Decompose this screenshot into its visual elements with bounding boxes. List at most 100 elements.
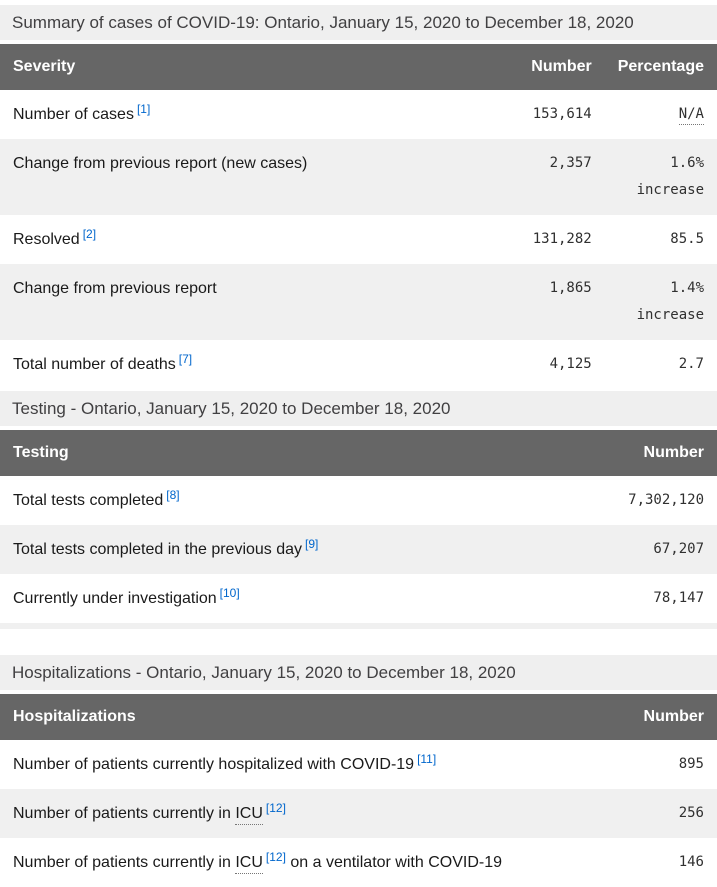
row-label: Total tests completed in the previous da… (13, 541, 303, 558)
row-label-cell: Total tests completed [8] (0, 476, 601, 525)
row-number-cell: 67,207 (653, 541, 704, 557)
table-row: Number of cases [1] 153,614 N/A (0, 90, 717, 139)
hospitalizations-caption: Hospitalizations - Ontario, January 15, … (0, 655, 717, 690)
footnote-ref: [1] (137, 102, 150, 116)
row-label: Change from previous report (new cases) (13, 155, 308, 172)
header-row: Hospitalizations Number (0, 694, 717, 740)
row-label-cell: Currently under investigation [10] (0, 574, 601, 623)
table-header: Severity Number Percentage (0, 44, 717, 90)
row-percentage-cell: 2.7 (605, 340, 717, 389)
row-label-cell: Total tests completed in the previous da… (0, 525, 601, 574)
severity-section: Summary of cases of COVID-19: Ontario, J… (0, 5, 717, 389)
footnote-ref-link[interactable]: [12] (265, 849, 286, 864)
footnote-ref: [12] (266, 801, 286, 815)
footnote-ref: [10] (220, 586, 240, 600)
footnote-ref: [9] (305, 537, 318, 551)
row-number-cell: 146 (678, 854, 704, 870)
column-header: Testing (0, 430, 601, 476)
footnote-ref-link[interactable]: [2] (82, 226, 97, 241)
column-header: Number (601, 430, 717, 476)
footnote-ref-link[interactable]: [10] (219, 585, 240, 600)
abbr-term: ICU (235, 805, 263, 825)
row-number-cell: 153,614 (532, 106, 592, 122)
row-number-cell: 7,302,120 (628, 492, 704, 508)
row-label-suffix: on a ventilator with COVID-19 (285, 854, 502, 871)
testing-table: Testing Number Total tests completed [8] 7,3… (0, 430, 717, 623)
row-label: Resolved (13, 231, 80, 248)
row-label-cell: Change from previous report (new cases) (0, 139, 475, 215)
percentage-value: 2.7 (678, 356, 704, 372)
hospitalizations-section: Hospitalizations - Ontario, January 15, … (0, 655, 717, 887)
column-header: Severity (0, 44, 475, 90)
column-header: Number (474, 44, 605, 90)
table-row: Total tests completed [8] 7,302,120 (0, 476, 717, 525)
footnote-ref-link[interactable]: [11] (417, 751, 437, 766)
row-number-cell: 895 (678, 756, 704, 772)
footnote-ref-link[interactable]: [7] (178, 351, 193, 366)
row-label-cell: Number of patients currently hospitalize… (0, 740, 601, 789)
table-end-strip (0, 623, 717, 629)
row-number-cell: 256 (678, 805, 704, 821)
footnote-ref: [2] (83, 227, 96, 241)
footnote-ref: [7] (179, 352, 192, 366)
covid-data-tables: Summary of cases of COVID-19: Ontario, J… (0, 5, 717, 887)
table-body: Total tests completed [8] 7,302,120 Total t… (0, 476, 717, 623)
row-label-cell: Resolved [2] (0, 215, 475, 264)
footnote-ref: [12] (266, 850, 286, 864)
row-label: Number of patients currently in (13, 854, 236, 871)
row-label: Number of cases (13, 106, 134, 123)
row-label: Change from previous report (13, 280, 217, 297)
footnote-ref-link[interactable]: [1] (136, 101, 151, 116)
table-row: Total number of deaths [7] 4,125 2.7 (0, 340, 717, 389)
footnote-ref-link[interactable]: [12] (265, 800, 286, 815)
table-row: Currently under investigation [10] 78,147 (0, 574, 717, 623)
severity-table: Severity Number Percentage Number of cases[… (0, 44, 717, 389)
row-number-cell: 4,125 (549, 356, 592, 372)
testing-caption: Testing - Ontario, January 15, 2020 to D… (0, 391, 717, 426)
table-row: Number of patients currently in ICU [12] 2… (0, 789, 717, 838)
row-label-cell: Number of patients currently in ICU [12] … (0, 838, 601, 887)
abbr-term: N/A (678, 106, 704, 125)
row-number-cell: 78,147 (653, 590, 704, 606)
table-row: Change from previous report (new cases) 2… (0, 139, 717, 215)
header-row: Severity Number Percentage (0, 44, 717, 90)
row-label-cell: Number of cases [1] (0, 90, 475, 139)
row-percentage-cell: 1.4% increase (605, 264, 717, 340)
table-row: Resolved [2] 131,282 85.5 (0, 215, 717, 264)
footnote-ref: [11] (417, 752, 436, 766)
row-label: Currently under investigation (13, 590, 217, 607)
row-label: Number of patients currently hospitalize… (13, 756, 415, 773)
table-row: Change from previous report 1,865 1.4% inc… (0, 264, 717, 340)
percentage-value: 1.4% increase (636, 280, 704, 323)
testing-section: Testing - Ontario, January 15, 2020 to D… (0, 391, 717, 629)
abbr-term: ICU (235, 854, 263, 874)
column-header: Hospitalizations (0, 694, 601, 740)
table-row: Total tests completed in the previous da… (0, 525, 717, 574)
header-row: Testing Number (0, 430, 717, 476)
percentage-value: 1.6% increase (636, 155, 704, 198)
severity-caption: Summary of cases of COVID-19: Ontario, J… (0, 5, 717, 40)
row-number-cell: 1,865 (549, 280, 592, 296)
row-number-cell: 2,357 (549, 155, 592, 171)
table-body: Number of patients currently hospitalize… (0, 740, 717, 887)
row-number-cell: 131,282 (532, 231, 592, 247)
table-row: Number of patients currently in ICU [12] … (0, 838, 717, 887)
table-header: Hospitalizations Number (0, 694, 717, 740)
footnote-ref-link[interactable]: [8] (166, 487, 180, 502)
footnote-ref: [8] (166, 488, 179, 502)
percentage-value: 85.5 (670, 231, 704, 247)
column-header: Number (601, 694, 717, 740)
row-percentage-cell: 1.6% increase (605, 139, 717, 215)
row-label-cell: Number of patients currently in ICU [12] (0, 789, 601, 838)
table-body: Number of cases [1] 153,614 N/A Change from … (0, 90, 717, 389)
hospitalizations-table: Hospitalizations Number Number of patients… (0, 694, 717, 887)
row-label: Number of patients currently in (13, 805, 236, 822)
row-percentage-cell: 85.5 (605, 215, 717, 264)
row-label-cell: Total number of deaths [7] (0, 340, 475, 389)
footnote-ref-link[interactable]: [9] (305, 536, 319, 551)
row-label: Total number of deaths (13, 356, 176, 373)
row-label: Total tests completed (13, 492, 164, 509)
table-header: Testing Number (0, 430, 717, 476)
table-row: Number of patients currently hospitalize… (0, 740, 717, 789)
row-percentage-cell: N/A (605, 90, 717, 139)
